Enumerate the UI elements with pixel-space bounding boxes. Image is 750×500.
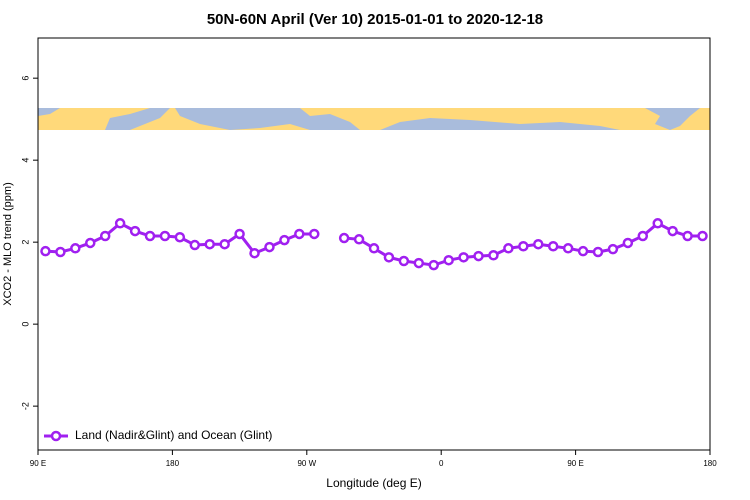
data-point <box>353 234 365 245</box>
data-point <box>533 238 544 250</box>
data-point <box>607 243 619 255</box>
plot-frame <box>37 37 711 451</box>
data-point <box>383 252 395 263</box>
x-tick-label: 0 <box>439 459 444 468</box>
y-tick-label: -2 <box>20 402 30 410</box>
data-point <box>129 225 141 237</box>
data-point <box>85 237 96 249</box>
data-point <box>413 257 425 269</box>
data-point <box>637 230 649 242</box>
data-point <box>174 231 186 243</box>
data-point <box>219 238 230 250</box>
data-point <box>443 254 454 266</box>
data-point <box>503 243 514 254</box>
data-point <box>55 246 66 258</box>
data-point <box>488 250 499 261</box>
data-point <box>368 243 380 254</box>
data-point <box>473 250 484 262</box>
data-point <box>622 237 634 249</box>
chart-title: 50N-60N April (Ver 10) 2015-01-01 to 202… <box>207 11 543 28</box>
data-point <box>99 230 111 242</box>
y-axis-label: XCO2 - MLO trend (ppm) <box>2 182 14 305</box>
map-strip <box>38 108 710 130</box>
data-point <box>249 247 260 259</box>
data-point <box>562 243 574 254</box>
legend-label: Land (Nadir&Glint) and Ocean (Glint) <box>75 428 272 442</box>
x-tick-label: 180 <box>703 459 717 468</box>
data-point <box>518 241 529 252</box>
data-point <box>294 228 305 240</box>
data-point <box>114 218 126 229</box>
data-point <box>697 230 708 242</box>
data-point <box>338 232 350 244</box>
data-point <box>458 252 469 263</box>
x-tick-label: 180 <box>166 459 180 468</box>
data-point <box>204 238 215 250</box>
data-point <box>264 241 275 253</box>
data-point <box>577 245 589 257</box>
y-tick-label: 6 <box>20 76 30 81</box>
data-point <box>682 230 693 242</box>
data-point <box>189 239 201 251</box>
data-point <box>428 259 439 271</box>
data-point <box>159 230 171 242</box>
data-point <box>70 243 81 254</box>
data-point <box>40 245 51 257</box>
y-tick-label: 4 <box>20 158 30 163</box>
data-point <box>144 230 156 242</box>
data-point <box>667 225 678 237</box>
x-tick-label: 90 W <box>297 459 316 468</box>
data-point <box>279 234 290 246</box>
data-point <box>398 255 410 267</box>
x-tick-label: 90 E <box>567 459 583 468</box>
y-tick-label: 2 <box>20 240 30 245</box>
data-point <box>592 246 604 258</box>
x-axis-label: Longitude (deg E) <box>326 476 421 490</box>
data-point <box>652 218 663 229</box>
data-point <box>547 241 559 252</box>
y-tick-label: 0 <box>20 322 30 327</box>
data-point <box>234 228 245 240</box>
data-point <box>309 228 320 240</box>
legend-marker <box>50 430 62 442</box>
x-tick-label: 90 E <box>30 459 46 468</box>
